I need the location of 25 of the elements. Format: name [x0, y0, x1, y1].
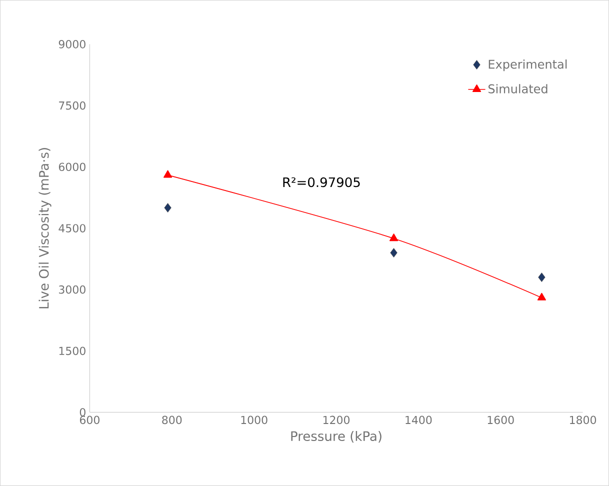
y-tick-label: 3000: [59, 285, 86, 294]
x-tick-label: 1200: [323, 416, 350, 424]
x-tick-label: 1000: [241, 416, 268, 424]
point: [164, 203, 172, 212]
x-axis-title: Pressure (kPa): [291, 430, 382, 443]
y-tick-label: 0: [80, 408, 86, 416]
x-tick-label: 1600: [488, 416, 514, 424]
x-tick-label: 1400: [406, 416, 432, 424]
x-tick-label: 600: [80, 416, 100, 424]
y-tick-label: 7500: [59, 101, 86, 110]
annotation: R²=0.97905: [283, 177, 360, 188]
x-tick-label: 800: [162, 416, 182, 424]
y-axis-title: Live Oil Viscosity (mPa·s): [38, 148, 52, 308]
y-tick-label: 9000: [58, 40, 86, 48]
x-tick-label: 1800: [570, 416, 596, 424]
y-tick-label: 4500: [58, 224, 86, 232]
y-tick-label: 6000: [58, 162, 86, 172]
legend-label: Experimental: [488, 59, 567, 72]
point: [537, 292, 546, 300]
legend-label: Simulated: [488, 84, 548, 94]
y-tick-label: 1500: [59, 346, 86, 356]
point: [163, 170, 172, 178]
point: [538, 272, 546, 282]
point: [390, 248, 398, 258]
point: [389, 234, 398, 242]
